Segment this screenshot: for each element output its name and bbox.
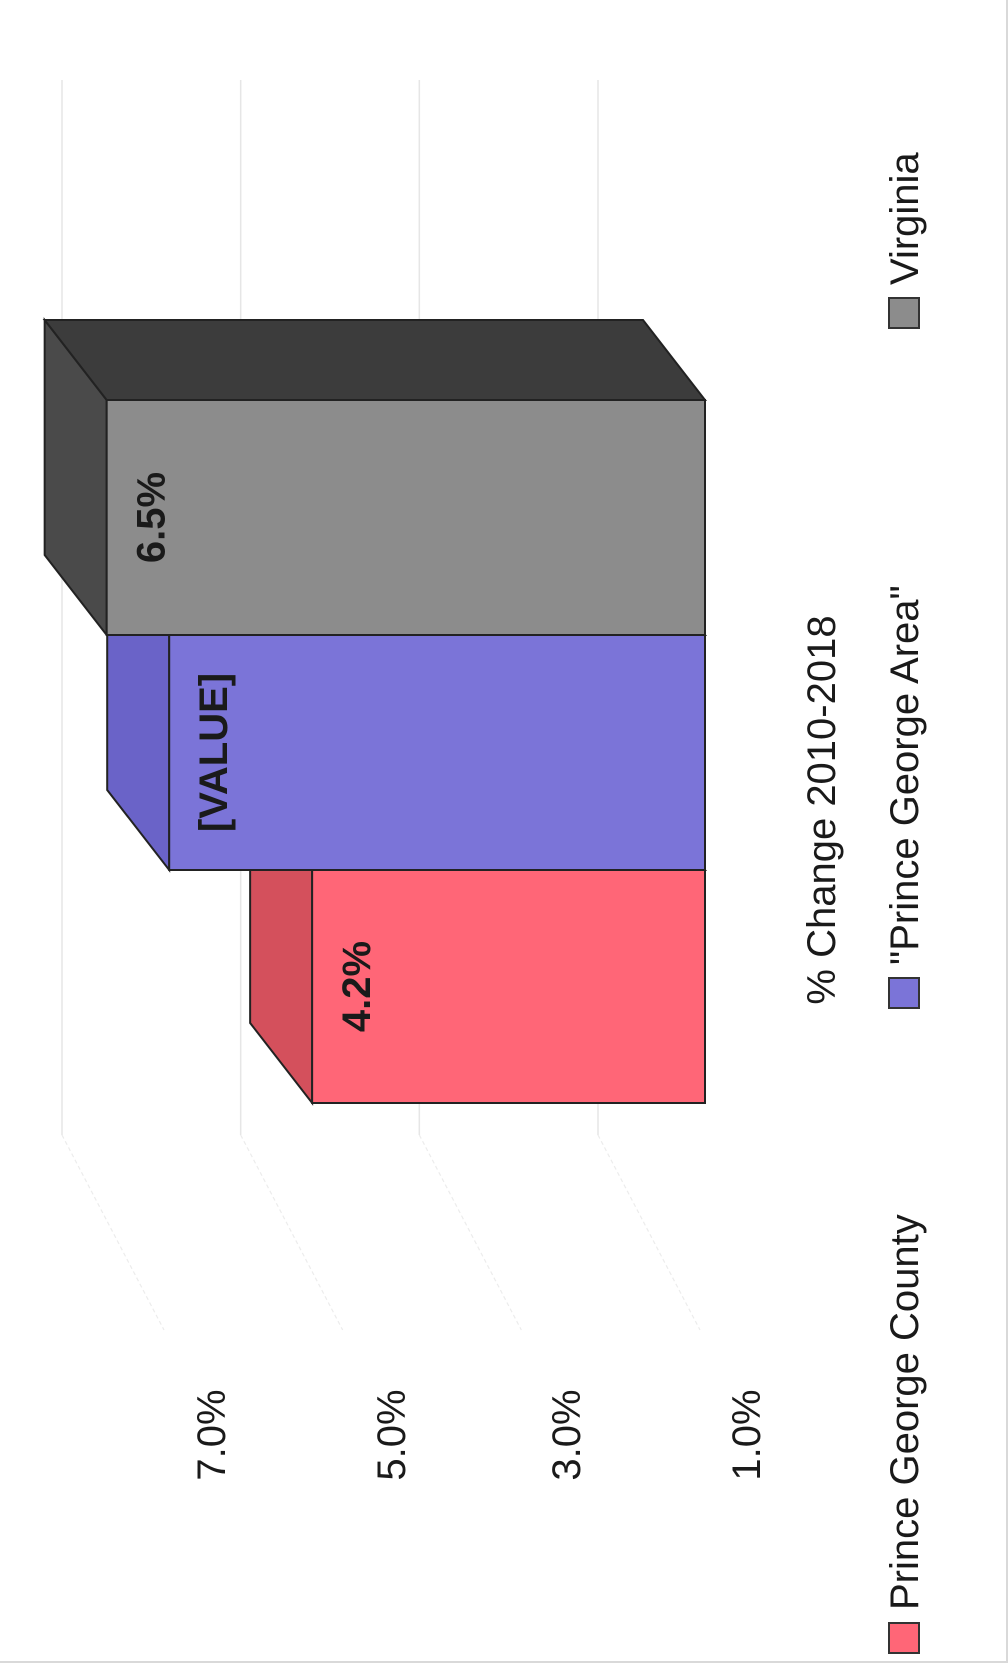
y-tick-label: 7.0% xyxy=(190,1389,234,1480)
bar xyxy=(311,869,706,1104)
bar xyxy=(105,399,706,636)
legend-label: "Prince George Area" xyxy=(883,585,927,965)
legend-label: Prince George County xyxy=(883,1214,927,1610)
legend-label: Virginia xyxy=(883,152,927,285)
bar xyxy=(168,634,706,871)
legend-swatch xyxy=(888,297,920,329)
bars: 4.2% [VALUE] 6.5% xyxy=(42,317,708,1106)
bar-side-face xyxy=(42,319,708,401)
data-label: 6.5% xyxy=(130,472,174,563)
data-label: [VALUE] xyxy=(192,673,236,832)
grid-floor-line xyxy=(240,1134,344,1331)
y-axis-ticks: 7.0% 5.0% 3.0% 1.0% xyxy=(190,1389,769,1480)
chart-title: % Change 2010-2018 xyxy=(800,615,844,1004)
legend-swatch xyxy=(888,1622,920,1654)
legend-swatch xyxy=(888,977,920,1009)
chart-title-group: % Change 2010-2018 xyxy=(800,615,844,1004)
grid-floor-line xyxy=(418,1134,522,1331)
grid-floor-line xyxy=(61,1134,165,1331)
y-tick-label: 5.0% xyxy=(370,1389,414,1480)
y-tick-label: 3.0% xyxy=(545,1389,589,1480)
legend: Prince George County "Prince George Area"… xyxy=(883,152,927,1654)
data-label: 4.2% xyxy=(335,941,379,1032)
grid-floor-line xyxy=(597,1134,701,1331)
y-tick-label: 1.0% xyxy=(725,1389,769,1480)
